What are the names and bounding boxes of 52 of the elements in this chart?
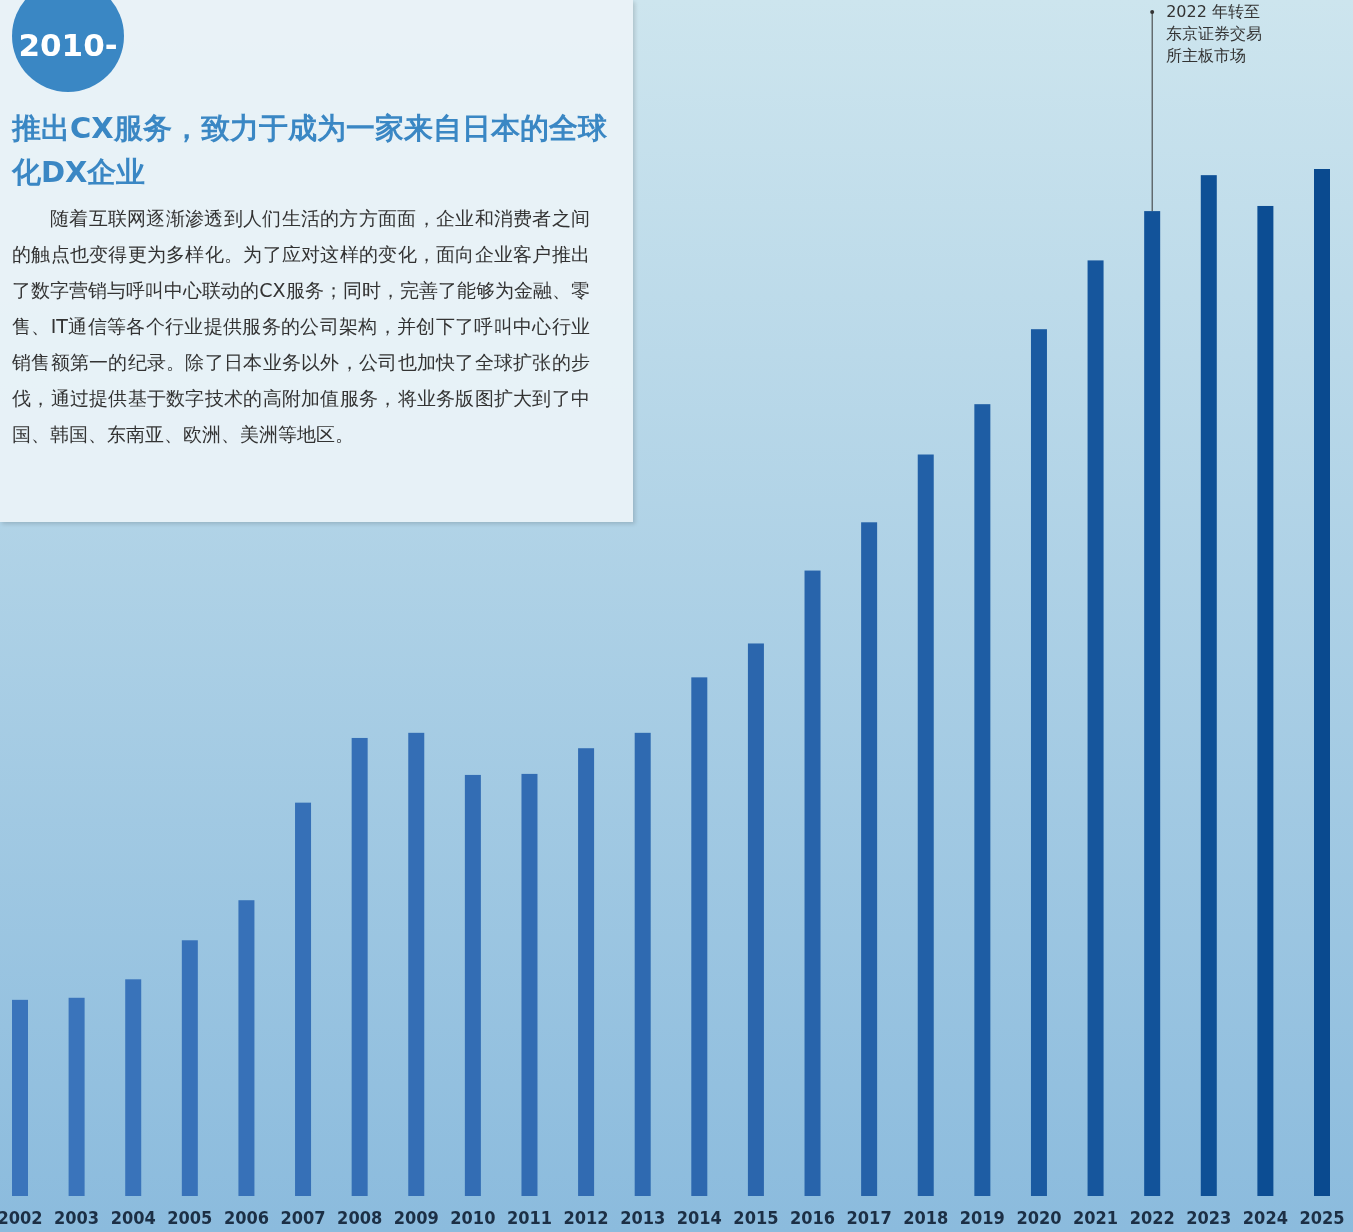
x-tick-label: 2015 bbox=[733, 1207, 779, 1228]
x-tick-label: 2024 bbox=[1242, 1207, 1288, 1228]
x-tick-label: 2010 bbox=[450, 1207, 496, 1228]
bar bbox=[691, 677, 708, 1196]
x-tick-label: 2007 bbox=[280, 1207, 326, 1228]
x-tick-label: 2011 bbox=[506, 1207, 553, 1228]
x-tick-label: 2005 bbox=[167, 1207, 213, 1228]
bar bbox=[351, 737, 368, 1196]
bar bbox=[295, 802, 312, 1196]
bar bbox=[634, 732, 651, 1196]
x-tick-label: 2006 bbox=[223, 1207, 269, 1228]
x-tick-label: 2018 bbox=[903, 1207, 949, 1228]
bar bbox=[408, 732, 425, 1196]
x-tick-label: 2019 bbox=[959, 1207, 1005, 1228]
x-tick-label: 2016 bbox=[789, 1207, 836, 1228]
x-tick-label: 2012 bbox=[563, 1207, 609, 1228]
bar bbox=[181, 940, 198, 1196]
x-tick-label: 2017 bbox=[846, 1207, 892, 1228]
bar bbox=[1087, 260, 1104, 1196]
x-tick-label: 2014 bbox=[676, 1207, 722, 1228]
x-tick-label: 2003 bbox=[54, 1207, 100, 1228]
bar bbox=[861, 522, 878, 1196]
bar bbox=[521, 773, 538, 1196]
bar bbox=[1030, 329, 1047, 1196]
bar bbox=[464, 774, 481, 1196]
x-tick-label: 2021 bbox=[1073, 1207, 1119, 1228]
bar bbox=[974, 404, 991, 1196]
chart-subtitle: 2010- bbox=[12, 0, 124, 92]
x-tick-label: 2009 bbox=[393, 1207, 439, 1228]
bar bbox=[917, 454, 934, 1196]
x-tick-label: 2025 bbox=[1299, 1207, 1345, 1228]
x-tick-label: 2004 bbox=[110, 1207, 156, 1228]
x-tick-label: 2023 bbox=[1186, 1207, 1232, 1228]
x-tick-label: 2008 bbox=[337, 1207, 383, 1228]
annotation: 随着互联网逐渐渗透到人们生活的方方面面，企业和消费者之间的触点也变得更为多样化。为了应对这样的变化，面向企业客户推出了数字营销与呼叫中心联动的CX服务；同时，完善了能够为金融、零售、IT通信等各个行业提供服务的公司架构，并创下了呼叫中心行业销售额第一的纪录。除了日本业务以外，公司也加快了全球扩张的步伐，通过提供基于数字技术的高附加值服务，将业务版图扩大到了中国、韩国、东南亚、欧洲、美洲等地区。 bbox=[12, 206, 590, 447]
bar bbox=[578, 748, 595, 1196]
bar bbox=[1200, 175, 1217, 1196]
bar bbox=[804, 570, 821, 1196]
bar bbox=[1257, 205, 1274, 1196]
bar bbox=[1314, 169, 1330, 1196]
bar bbox=[238, 900, 255, 1196]
x-tick-label: 2013 bbox=[620, 1207, 666, 1228]
x-tick-label: 2020 bbox=[1016, 1207, 1062, 1228]
chart-title: 推出CX服务，致力于成为一家来自日本的全球化DX企业 bbox=[12, 110, 608, 191]
bar bbox=[68, 997, 85, 1196]
annotation: 2022 年转至东京证券交易所主板市场 bbox=[1166, 1, 1264, 67]
bar bbox=[12, 999, 28, 1196]
bar bbox=[747, 643, 764, 1196]
picture-card: 2010- 推出CX服务，致力于成为一家来自日本的全球化DX企业 随着互联网逐渐渗透到人们生活的方方面面，企业和消费者之间的触点也变得更为多样化。为了应对这样的变化，面向企业客户推出了数字营销与呼叫中心联动的CX服务；同时，完善了能够为金融、零售、IT通信等各个行业提供服务的公司架构，并创下了呼叫中心行业销售额第一的纪录。除了日本业务以外，公司也加快了全球扩张的步伐，通过提供基于数字技术的高附加值服务，将业务版图扩大到了中国、韩国、东南亚、欧洲、美洲等地区。 bbox=[0, 0, 633, 522]
x-tick-label: 2022 bbox=[1129, 1207, 1175, 1228]
bar bbox=[125, 979, 142, 1196]
bar bbox=[1144, 211, 1161, 1196]
